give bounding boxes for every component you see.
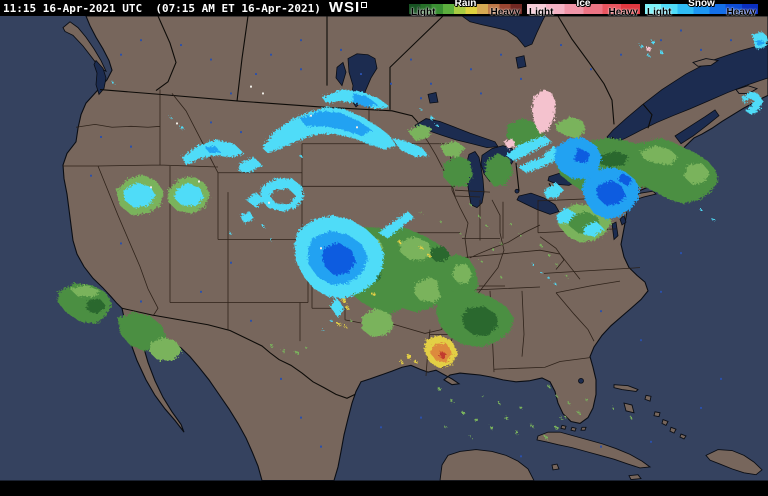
province-borders <box>155 15 653 129</box>
rain-baja-sonora <box>118 312 166 351</box>
isle-of-youth <box>551 463 560 471</box>
prince-edward-island <box>735 85 759 94</box>
ice-precipitation <box>504 46 651 150</box>
jamaica <box>628 474 642 481</box>
legend-rain-heavy-label: Heavy <box>490 7 520 18</box>
yucatan-peninsula <box>439 449 535 481</box>
lake-nipigon <box>427 91 439 104</box>
snow-great-lakes-streaks <box>506 136 560 173</box>
legend-snow-bar: Light Heavy <box>645 4 758 18</box>
timestamp-text: 11:15 16-Apr-2021 UTC (07:15 AM ET 16-Ap… <box>3 1 321 15</box>
header-bar: 11:15 16-Apr-2021 UTC (07:15 AM ET 16-Ap… <box>0 0 768 18</box>
wsi-logo: WSI <box>328 0 368 16</box>
country-borders <box>99 15 653 399</box>
cuba <box>536 431 652 469</box>
legend-rain-title: Rain <box>454 0 477 9</box>
wsi-logo-degree-mark <box>361 2 368 8</box>
anticosti-island <box>692 58 720 67</box>
legend-rain-bar: Light Heavy <box>409 4 522 18</box>
snow-idaho <box>182 139 262 173</box>
us-canada-border <box>99 89 614 192</box>
legend-snow-title: Snow <box>688 0 715 9</box>
puget-sound <box>93 59 107 96</box>
radar-map-image <box>0 15 768 482</box>
snow-precipitation <box>112 31 768 332</box>
bay-of-fundy <box>674 109 720 145</box>
wsi-logo-text: WSI <box>328 0 361 16</box>
legend-snow: Light Heavy Snow <box>645 0 758 18</box>
snow-nova-scotia-swirl <box>742 91 763 115</box>
ontario-small-lake <box>515 55 527 69</box>
precip-legend: Light Heavy Rain Light Heavy Ice Light H… <box>409 0 758 18</box>
radar-map <box>0 15 768 496</box>
lake-winnipegosis <box>335 61 347 87</box>
legend-snow-light-label: Light <box>647 7 672 18</box>
lake-okeechobee <box>578 378 584 384</box>
legend-ice-bar: Light Heavy <box>527 4 640 18</box>
legend-ice-title: Ice <box>576 0 591 9</box>
chesapeake-bay <box>611 221 619 241</box>
vancouver-island <box>62 21 107 73</box>
legend-snow-heavy-label: Heavy <box>726 7 756 18</box>
us-mexico-border <box>121 307 356 399</box>
rain-east-texas <box>362 308 394 338</box>
legend-ice: Light Heavy Ice <box>527 0 640 18</box>
hispaniola <box>705 449 763 476</box>
snow-montana-dakotas <box>262 106 396 154</box>
florida-keys <box>560 424 587 432</box>
james-bay <box>460 15 546 48</box>
legend-rain-light-label: Light <box>411 7 436 18</box>
delaware-bay <box>619 214 627 226</box>
legend-ice-heavy-label: Heavy <box>608 7 638 18</box>
bahamas <box>613 384 687 440</box>
legend-rain: Light Heavy Rain <box>409 0 522 18</box>
ice-ontario <box>504 46 651 150</box>
legend-ice-light-label: Light <box>529 7 554 18</box>
snow-nevada-utah <box>124 182 264 224</box>
rain-upper-midwest <box>443 118 544 187</box>
